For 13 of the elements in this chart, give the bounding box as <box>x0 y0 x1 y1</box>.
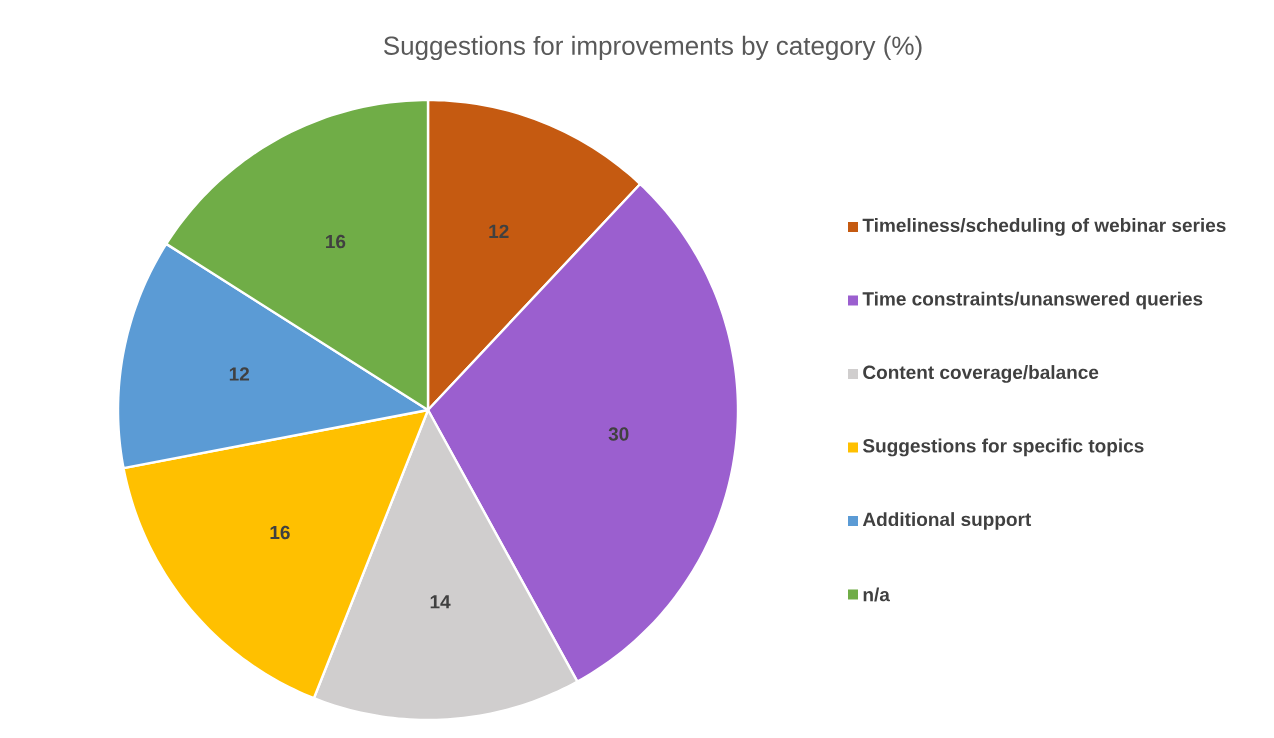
legend-label: Additional support <box>862 512 1032 530</box>
data-label: 12 <box>229 367 250 381</box>
legend-label: Time constraints/unanswered queries <box>862 291 1203 310</box>
legend-label: n/a <box>863 587 890 602</box>
legend-label: Content coverage/balance <box>863 365 1099 383</box>
legend-label: Timeliness/scheduling of webinar series <box>862 218 1226 236</box>
data-label: 12 <box>489 224 509 238</box>
data-label: 30 <box>608 427 629 441</box>
data-label: 16 <box>270 525 290 540</box>
chart-title: Suggestions for improvements by category (%) <box>383 35 922 61</box>
data-label: 14 <box>430 595 451 609</box>
legend-label: Suggestions for specific topics <box>862 438 1144 457</box>
data-label: 16 <box>326 234 346 249</box>
